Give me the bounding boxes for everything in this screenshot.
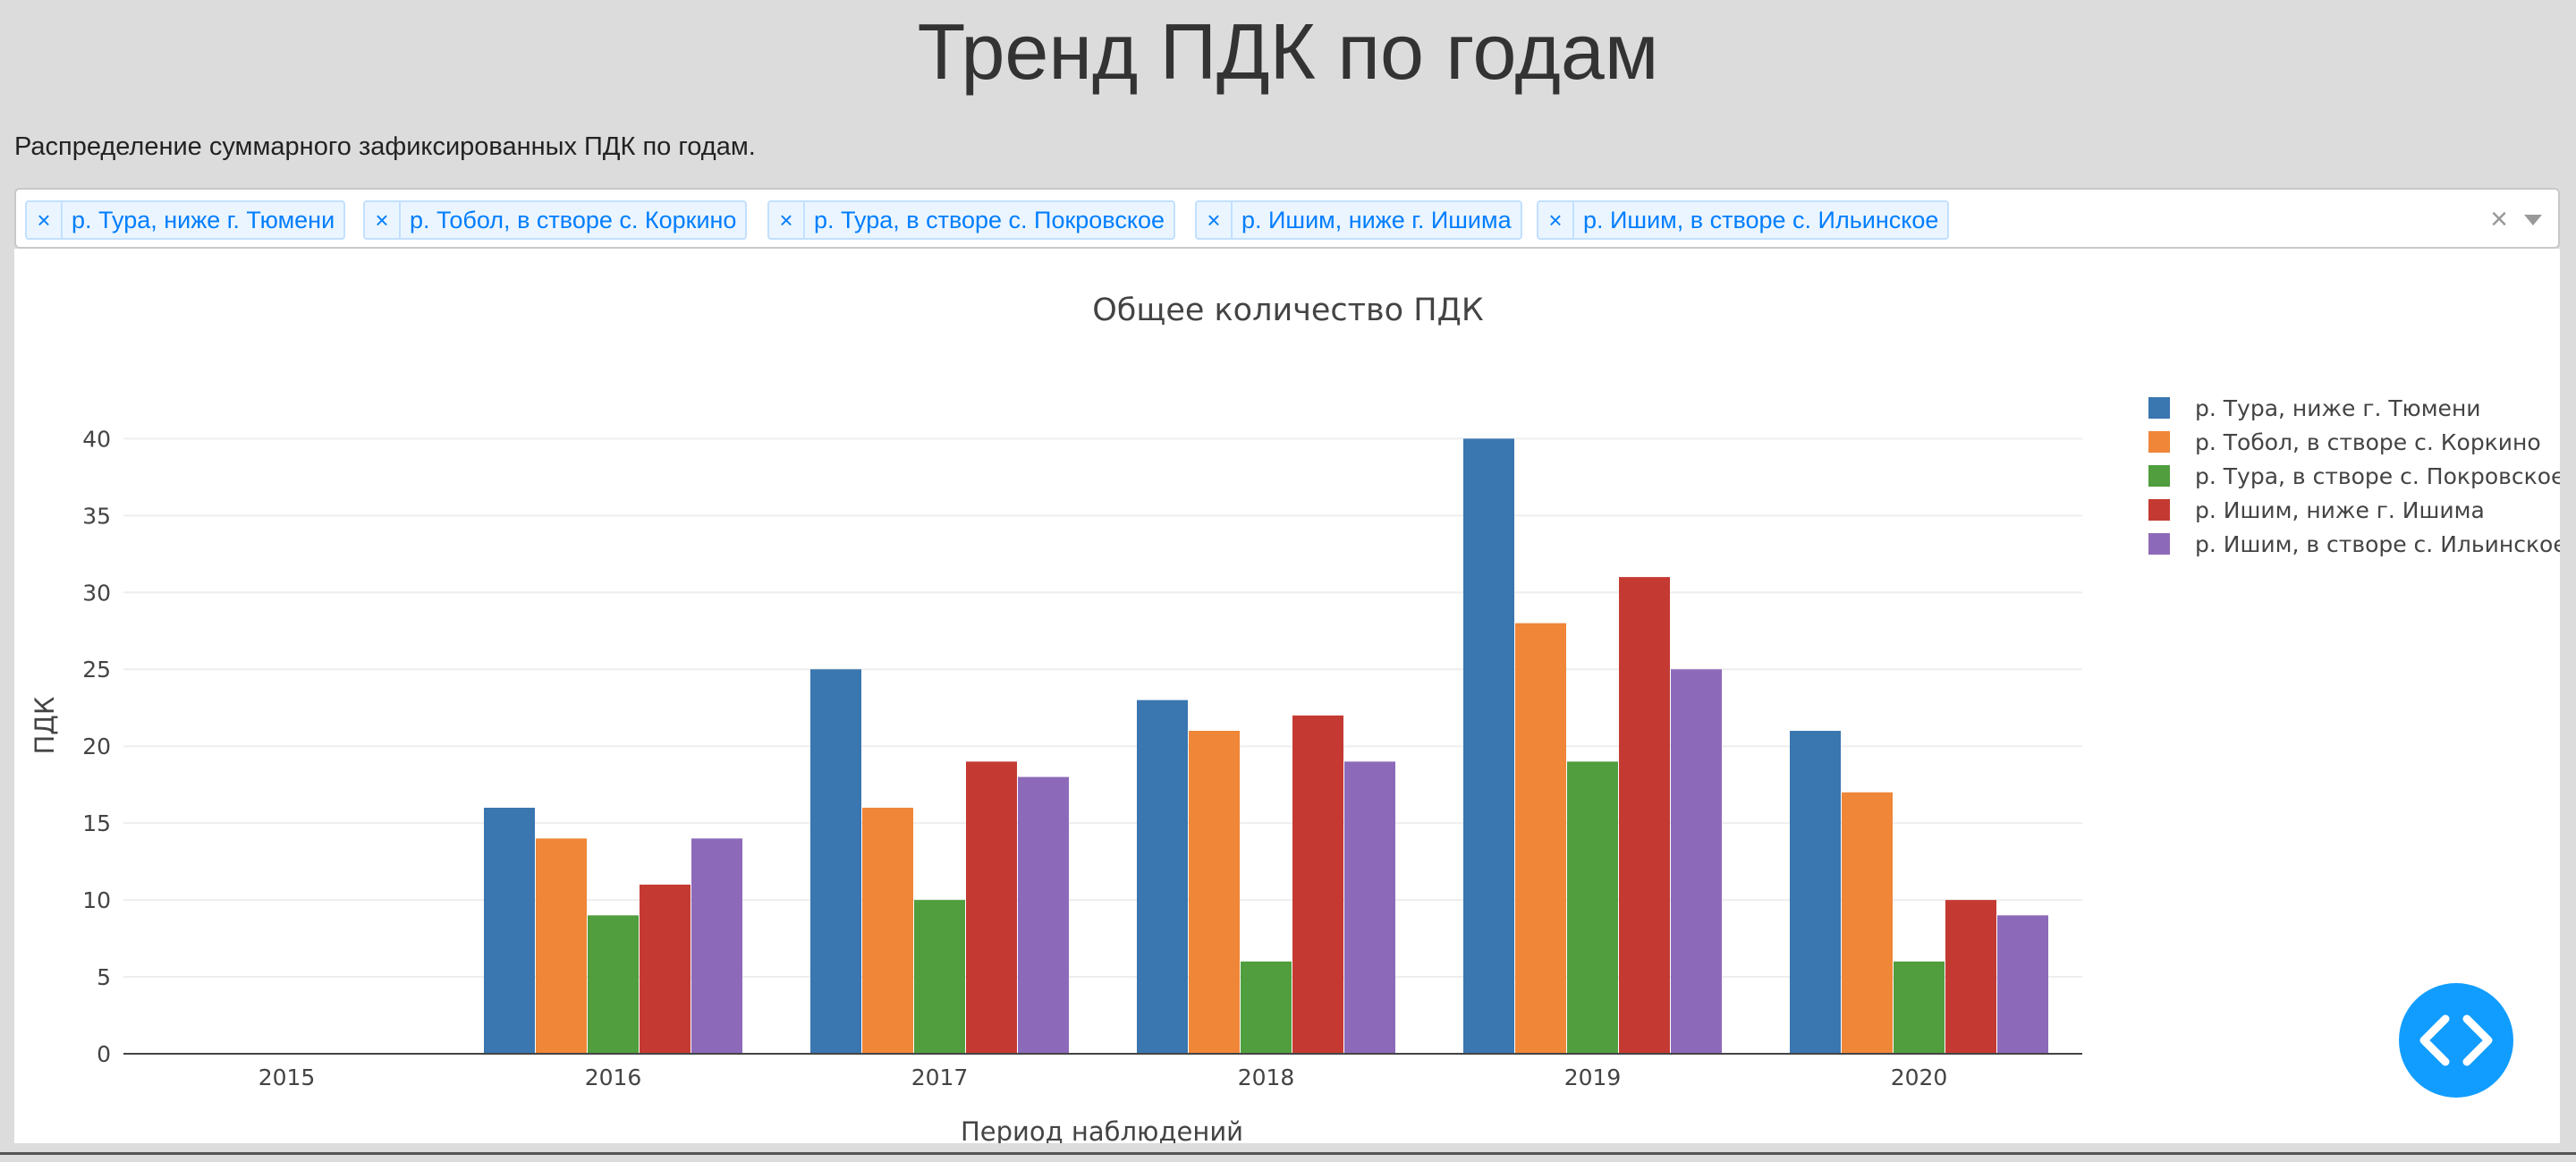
bar	[536, 838, 587, 1054]
y-tick-label: 30	[82, 580, 111, 606]
bar	[810, 669, 861, 1054]
legend-label: р. Тура, ниже г. Тюмени	[2195, 395, 2481, 421]
x-tick-label: 2019	[1564, 1064, 1622, 1090]
station-chip[interactable]: × р. Ишим, ниже г. Ишима	[1195, 200, 1522, 240]
bar	[1567, 761, 1618, 1054]
bar	[640, 884, 691, 1054]
legend-swatch	[2148, 465, 2170, 487]
chip-remove-icon[interactable]: ×	[365, 202, 401, 238]
chip-remove-icon[interactable]: ×	[1197, 202, 1233, 238]
chart-title: Общее количество ПДК	[1092, 293, 1484, 328]
legend-swatch	[2148, 533, 2170, 555]
bar	[1945, 900, 1996, 1054]
station-chip[interactable]: × р. Тобол, в створе с. Коркино	[363, 200, 748, 240]
x-tick-label: 2020	[1891, 1064, 1948, 1090]
legend-label: р. Тобол, в створе с. Коркино	[2195, 429, 2541, 455]
legend-swatch	[2148, 431, 2170, 453]
code-toggle-button[interactable]	[2399, 983, 2513, 1098]
chip-label: р. Ишим, ниже г. Ишима	[1241, 206, 1512, 233]
y-tick-label: 40	[82, 426, 111, 452]
bottom-border	[0, 1152, 2576, 1155]
bar	[862, 807, 913, 1054]
y-tick-label: 0	[97, 1041, 111, 1067]
y-tick-label: 5	[97, 964, 111, 990]
bar-chart: 0 5 10 15 20 25 30 35 40 2015 2016 2017 2018 2019 2020…	[30, 293, 2560, 1143]
page-title: Тренд ПДК по годам	[917, 7, 1659, 96]
chart-panel: 0 5 10 15 20 25 30 35 40 2015 2016 2017 2018 2019 2020…	[14, 249, 2560, 1143]
x-axis-title: Период наблюдений	[961, 1116, 1243, 1143]
chip-remove-icon[interactable]: ×	[1538, 202, 1574, 238]
bar	[1790, 731, 1841, 1054]
bar	[1894, 961, 1945, 1054]
chip-label: р. Ишим, в створе с. Ильинское	[1583, 206, 1939, 233]
legend-swatch	[2148, 397, 2170, 419]
bar	[1997, 915, 2048, 1054]
x-tick-label: 2016	[585, 1064, 642, 1090]
station-multiselect[interactable]: × р. Тура, ниже г. Тюмени × р. Тобол, в …	[14, 188, 2560, 249]
bar	[484, 807, 535, 1054]
bar	[1842, 792, 1893, 1054]
bar	[1137, 700, 1188, 1054]
bar	[1463, 438, 1514, 1054]
bar	[1189, 731, 1240, 1054]
bar	[914, 900, 965, 1054]
y-tick-label: 20	[82, 734, 111, 759]
bar	[1292, 715, 1343, 1054]
chip-label: р. Тура, в створе с. Покровское	[814, 206, 1165, 233]
legend-label: р. Ишим, в створе с. Ильинское	[2195, 531, 2560, 557]
bar	[966, 761, 1017, 1054]
y-tick-label: 35	[82, 503, 111, 529]
y-tick-label: 10	[82, 887, 111, 913]
page-subtitle: Распределение суммарного зафиксированных…	[14, 132, 756, 161]
bar	[1671, 669, 1722, 1054]
y-tick-label: 15	[82, 810, 111, 836]
bar	[691, 838, 742, 1054]
x-tick-label: 2015	[258, 1064, 316, 1090]
bar	[1619, 577, 1670, 1054]
bar	[1018, 776, 1069, 1054]
legend-label: р. Тура, в створе с. Покровское	[2195, 463, 2560, 489]
bar	[1515, 623, 1566, 1054]
chip-label: р. Тобол, в створе с. Коркино	[410, 206, 737, 233]
chip-remove-icon[interactable]: ×	[769, 202, 805, 238]
clear-all-icon[interactable]: ×	[2490, 202, 2508, 236]
chip-remove-icon[interactable]: ×	[27, 202, 63, 238]
bar	[1241, 961, 1292, 1054]
dropdown-arrow-icon[interactable]	[2524, 215, 2542, 225]
station-chip[interactable]: × р. Тура, ниже г. Тюмени	[25, 200, 346, 240]
legend-label: р. Ишим, ниже г. Ишима	[2195, 497, 2485, 523]
legend-swatch	[2148, 499, 2170, 521]
bar	[1344, 761, 1395, 1054]
x-tick-label: 2018	[1238, 1064, 1295, 1090]
y-axis-title: ПДК	[30, 696, 60, 754]
code-icon	[2419, 1014, 2493, 1066]
x-tick-label: 2017	[911, 1064, 969, 1090]
bar	[588, 915, 639, 1054]
station-chip[interactable]: × р. Ишим, в створе с. Ильинское	[1537, 200, 1950, 240]
chip-label: р. Тура, ниже г. Тюмени	[72, 206, 335, 233]
y-tick-label: 25	[82, 657, 111, 683]
station-chip[interactable]: × р. Тура, в створе с. Покровское	[767, 200, 1175, 240]
